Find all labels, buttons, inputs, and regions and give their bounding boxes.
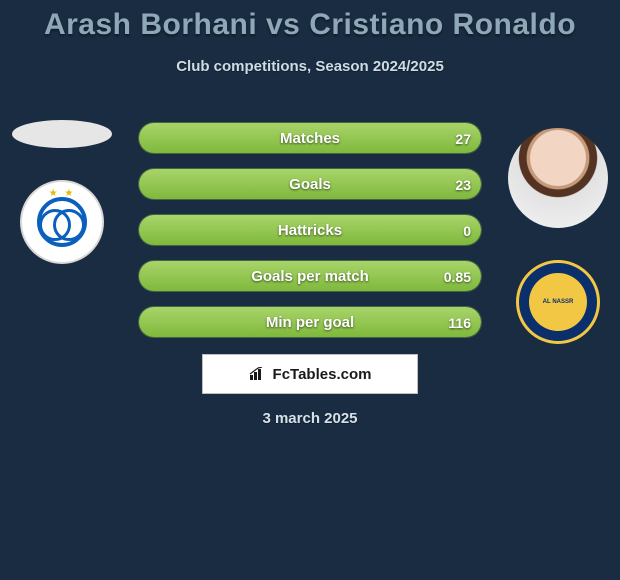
player-left-avatar: [12, 120, 112, 148]
stat-value-right: 116: [448, 307, 471, 338]
stat-value-right: 0.85: [444, 261, 471, 292]
stat-value-right: 27: [455, 123, 471, 154]
stat-label: Goals: [139, 169, 481, 199]
club-rings-icon: [37, 197, 87, 247]
stat-value-right: 23: [455, 169, 471, 200]
stat-bar: Goals per match0.85: [138, 260, 482, 292]
player-right-avatar: [508, 128, 608, 228]
stat-value-right: 0: [463, 215, 471, 246]
stat-bar: Hattricks0: [138, 214, 482, 246]
club-badge-esteghlal-icon: ★ ★: [20, 180, 104, 264]
stat-bar: Min per goal116: [138, 306, 482, 338]
stat-label: Goals per match: [139, 261, 481, 291]
stat-label: Matches: [139, 123, 481, 153]
stat-bar: Goals23: [138, 168, 482, 200]
brand-badge: FcTables.com: [202, 354, 418, 394]
avatar-placeholder-icon: [12, 120, 112, 148]
club-badge-alnassr-icon: AL NASSR: [516, 260, 600, 344]
page-subtitle: Club competitions, Season 2024/2025: [0, 58, 620, 75]
stat-label: Min per goal: [139, 307, 481, 337]
player-right-club-badge: AL NASSR: [516, 260, 600, 344]
player-left-club-badge: ★ ★: [20, 180, 104, 264]
club-emblem-icon: AL NASSR: [529, 273, 587, 331]
comparison-bars: Matches27 Goals23 Hattricks0 Goals per matc…: [138, 122, 482, 352]
page-title: Arash Borhani vs Cristiano Ronaldo: [0, 0, 620, 42]
player-photo-icon: [508, 128, 608, 228]
footer-date: 3 march 2025: [0, 410, 620, 427]
stat-bar: Matches27: [138, 122, 482, 154]
brand-label: FcTables.com: [273, 366, 372, 383]
bar-chart-icon: [249, 367, 267, 381]
stat-label: Hattricks: [139, 215, 481, 245]
